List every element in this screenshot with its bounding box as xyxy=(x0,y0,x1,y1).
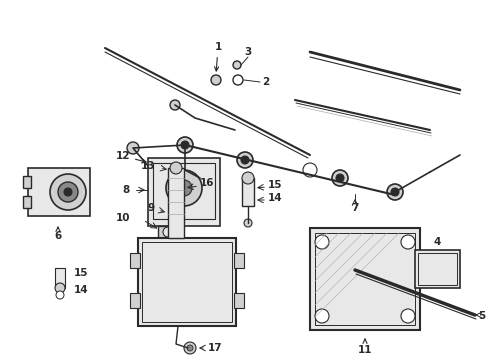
Text: 8: 8 xyxy=(122,185,130,195)
Text: 4: 4 xyxy=(432,237,440,247)
Text: 10: 10 xyxy=(115,213,130,223)
Circle shape xyxy=(186,345,193,351)
Circle shape xyxy=(232,61,241,69)
Circle shape xyxy=(170,100,180,110)
Text: 5: 5 xyxy=(477,311,484,321)
Bar xyxy=(314,233,414,325)
Circle shape xyxy=(165,170,202,206)
Circle shape xyxy=(55,283,65,293)
Text: 15: 15 xyxy=(267,180,282,190)
Circle shape xyxy=(177,137,193,153)
Circle shape xyxy=(181,141,189,149)
Bar xyxy=(417,253,456,285)
Circle shape xyxy=(237,152,252,168)
Bar xyxy=(242,178,253,206)
Circle shape xyxy=(331,170,347,186)
Circle shape xyxy=(56,291,64,299)
Circle shape xyxy=(335,174,343,182)
Circle shape xyxy=(64,188,72,196)
Bar xyxy=(234,253,244,268)
Circle shape xyxy=(127,142,139,154)
Bar xyxy=(234,293,244,308)
Circle shape xyxy=(314,235,328,249)
Circle shape xyxy=(241,156,248,164)
Text: 1: 1 xyxy=(214,42,221,71)
Circle shape xyxy=(170,162,182,174)
Circle shape xyxy=(400,235,414,249)
Text: 12: 12 xyxy=(115,151,146,163)
Text: 11: 11 xyxy=(357,339,371,355)
Bar xyxy=(23,176,31,188)
Text: 17: 17 xyxy=(207,343,222,353)
Bar xyxy=(55,268,65,288)
Text: 14: 14 xyxy=(74,285,88,295)
Circle shape xyxy=(232,75,243,85)
Circle shape xyxy=(210,75,221,85)
Bar xyxy=(130,293,140,308)
Bar xyxy=(153,163,215,219)
Circle shape xyxy=(176,180,192,196)
Text: 6: 6 xyxy=(54,227,61,241)
Circle shape xyxy=(314,309,328,323)
Bar xyxy=(414,250,459,288)
Text: 15: 15 xyxy=(74,268,88,278)
Circle shape xyxy=(58,182,78,202)
Text: 13: 13 xyxy=(140,161,155,171)
Text: 16: 16 xyxy=(200,178,214,188)
Text: 3: 3 xyxy=(244,47,251,57)
Bar xyxy=(309,228,419,330)
Text: 9: 9 xyxy=(147,203,155,213)
Bar xyxy=(158,226,178,238)
Bar xyxy=(28,168,90,216)
Circle shape xyxy=(386,184,402,200)
Text: 7: 7 xyxy=(350,203,358,213)
Circle shape xyxy=(400,309,414,323)
Circle shape xyxy=(242,172,253,184)
Bar xyxy=(148,158,220,226)
Circle shape xyxy=(303,163,316,177)
Bar xyxy=(168,168,183,238)
Bar xyxy=(23,196,31,208)
Circle shape xyxy=(50,174,86,210)
Circle shape xyxy=(163,227,173,237)
Bar xyxy=(142,242,231,322)
Bar xyxy=(138,238,236,326)
Circle shape xyxy=(244,219,251,227)
Circle shape xyxy=(183,342,196,354)
Circle shape xyxy=(390,188,398,196)
Text: 14: 14 xyxy=(267,193,282,203)
Text: 2: 2 xyxy=(262,77,269,87)
Bar xyxy=(130,253,140,268)
